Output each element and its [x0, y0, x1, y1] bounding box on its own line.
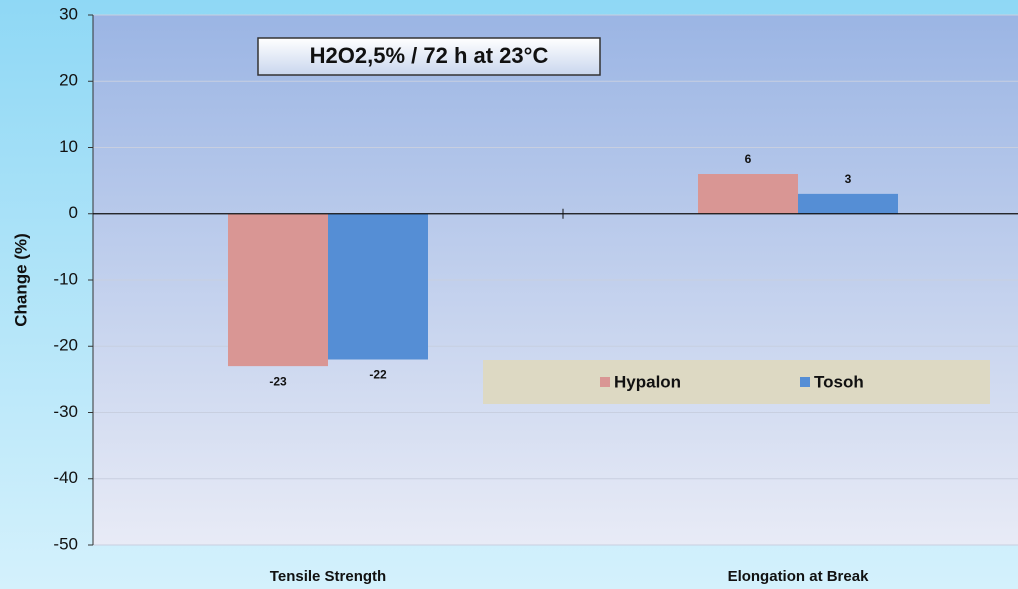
y-tick-label: -20 — [53, 336, 78, 355]
y-tick-label: -40 — [53, 468, 78, 487]
y-tick-label: 0 — [69, 203, 78, 222]
bar — [328, 213, 428, 360]
legend-label: Hypalon — [614, 372, 681, 391]
y-tick-label: 30 — [59, 4, 78, 23]
legend-swatch — [800, 377, 810, 387]
x-tick-label: Tensile Strength — [270, 568, 386, 585]
y-tick-label: -30 — [53, 402, 78, 421]
annotation-box — [257, 37, 601, 76]
y-tick-label: 10 — [59, 137, 78, 156]
data-label: 3 — [845, 172, 852, 186]
y-tick-label: 20 — [59, 71, 78, 90]
bar — [798, 193, 898, 214]
data-label: -23 — [269, 374, 287, 388]
bar — [228, 213, 328, 367]
legend-swatch — [600, 377, 610, 387]
y-axis-label: Change (%) — [11, 233, 30, 327]
x-tick-label: Elongation at Break — [728, 568, 870, 585]
legend-box — [483, 360, 990, 404]
legend-label: Tosoh — [814, 372, 864, 391]
data-label: 6 — [745, 152, 752, 166]
y-tick-label: -10 — [53, 269, 78, 288]
y-tick-label: -50 — [53, 534, 78, 553]
data-label: -22 — [369, 368, 387, 382]
bar — [698, 174, 798, 214]
annotation: H2O2,5% / 72 h at 23°C — [310, 43, 549, 68]
